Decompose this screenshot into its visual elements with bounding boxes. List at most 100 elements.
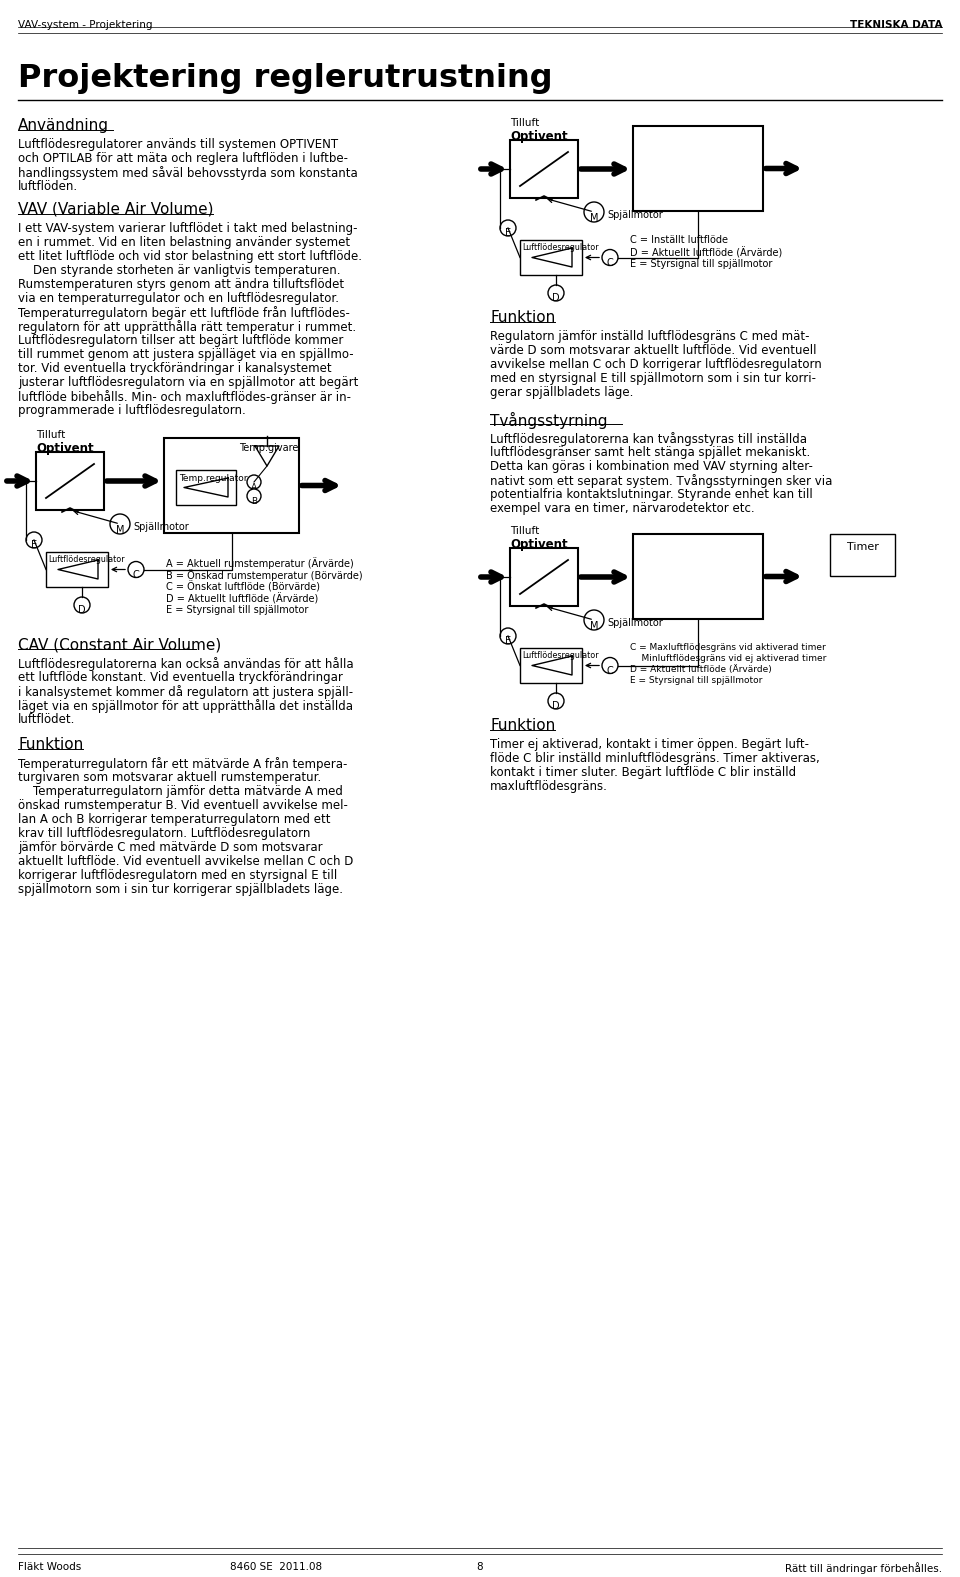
Text: tor. Vid eventuella tryckförändringar i kanalsystemet: tor. Vid eventuella tryckförändringar i …: [18, 363, 331, 375]
Circle shape: [500, 628, 516, 643]
Text: Funktion: Funktion: [490, 311, 555, 325]
Text: handlingssystem med såväl behovsstyrda som konstanta: handlingssystem med såväl behovsstyrda s…: [18, 166, 358, 180]
Circle shape: [584, 202, 604, 222]
Text: regulatorn för att upprätthålla rätt temperatur i rummet.: regulatorn för att upprätthålla rätt tem…: [18, 320, 356, 334]
Text: M: M: [116, 525, 124, 535]
Text: D = Aktuellt luftflöde (Ärvärde): D = Aktuellt luftflöde (Ärvärde): [166, 593, 319, 604]
Circle shape: [74, 598, 90, 613]
Text: Användning: Användning: [18, 118, 109, 132]
Text: jämför börvärde C med mätvärde D som motsvarar: jämför börvärde C med mätvärde D som mot…: [18, 841, 323, 855]
Circle shape: [548, 692, 564, 710]
Bar: [830, 535, 895, 576]
Text: luftflödesgränser samt helt stänga spjället mekaniskt.: luftflödesgränser samt helt stänga spjäl…: [490, 446, 810, 459]
Text: gerar spjällbladets läge.: gerar spjällbladets läge.: [490, 386, 634, 399]
Text: Den styrande storheten är vanligtvis temperaturen.: Den styrande storheten är vanligtvis tem…: [18, 263, 341, 278]
Text: via en temperaturregulator och en luftflödesregulator.: via en temperaturregulator och en luftfl…: [18, 292, 339, 304]
Bar: [510, 547, 578, 606]
Circle shape: [602, 249, 618, 265]
Text: C: C: [132, 569, 139, 579]
Bar: [633, 535, 763, 620]
Text: aktuellt luftflöde. Vid eventuell avvikelse mellan C och D: aktuellt luftflöde. Vid eventuell avvike…: [18, 855, 353, 867]
Text: Luftflödesregulator: Luftflödesregulator: [48, 555, 125, 565]
Text: Luftflödesregulatorerna kan tvångsstyras till inställda: Luftflödesregulatorerna kan tvångsstyras…: [490, 432, 807, 446]
Text: Optivent: Optivent: [510, 538, 567, 550]
Text: M: M: [589, 621, 598, 631]
Text: VAV (Variable Air Volume): VAV (Variable Air Volume): [18, 202, 213, 218]
Text: kontakt i timer sluter. Begärt luftflöde C blir inställd: kontakt i timer sluter. Begärt luftflöde…: [490, 766, 796, 779]
Text: luftflöde bibehålls. Min- och maxluftflödes-gränser är in-: luftflöde bibehålls. Min- och maxluftflö…: [18, 390, 351, 404]
Text: Tilluft: Tilluft: [510, 118, 540, 128]
Text: B: B: [251, 497, 257, 506]
Circle shape: [602, 658, 618, 673]
Text: VAV-system - Projektering: VAV-system - Projektering: [18, 21, 153, 30]
Circle shape: [128, 561, 144, 577]
Text: C = Inställt luftflöde: C = Inställt luftflöde: [630, 235, 728, 244]
Text: Rumstemperaturen styrs genom att ändra tilluftsflödet: Rumstemperaturen styrs genom att ändra t…: [18, 278, 344, 292]
Text: Optivent: Optivent: [36, 442, 94, 456]
Text: en i rummet. Vid en liten belastning använder systemet: en i rummet. Vid en liten belastning anv…: [18, 237, 350, 249]
Text: Fläkt Woods: Fläkt Woods: [18, 1561, 82, 1572]
Text: D = Aktuellt luftflöde (Ärvärde): D = Aktuellt luftflöde (Ärvärde): [630, 665, 772, 673]
Text: Funktion: Funktion: [490, 718, 555, 733]
Text: Spjällmotor: Spjällmotor: [133, 522, 189, 531]
Text: Regulatorn jämför inställd luftflödesgräns C med mät-: Regulatorn jämför inställd luftflödesgrä…: [490, 330, 809, 344]
Text: i kanalsystemet kommer då regulatorn att justera spjäll-: i kanalsystemet kommer då regulatorn att…: [18, 684, 353, 699]
Text: värde D som motsvarar aktuellt luftflöde. Vid eventuell: värde D som motsvarar aktuellt luftflöde…: [490, 344, 817, 356]
Text: programmerade i luftflödesregulatorn.: programmerade i luftflödesregulatorn.: [18, 404, 246, 416]
Text: maxluftflödesgräns.: maxluftflödesgräns.: [490, 781, 608, 793]
Text: E: E: [505, 636, 511, 647]
Circle shape: [110, 514, 130, 535]
Text: Spjällmotor: Spjällmotor: [607, 210, 662, 221]
Text: exempel vara en timer, närvarodetektor etc.: exempel vara en timer, närvarodetektor e…: [490, 501, 755, 516]
Text: turgivaren som motsvarar aktuell rumstemperatur.: turgivaren som motsvarar aktuell rumstem…: [18, 771, 322, 784]
Bar: [36, 453, 104, 509]
Text: justerar luftflödesregulatorn via en spjällmotor att begärt: justerar luftflödesregulatorn via en spj…: [18, 375, 358, 390]
Text: Luftflödesregulatorer används till systemen OPTIVENT: Luftflödesregulatorer används till syste…: [18, 139, 338, 151]
Text: E: E: [31, 539, 37, 550]
Text: Luftflödesregulatorerna kan också användas för att hålla: Luftflödesregulatorerna kan också använd…: [18, 658, 353, 670]
Text: lan A och B korrigerar temperaturregulatorn med ett: lan A och B korrigerar temperaturregulat…: [18, 814, 330, 826]
Text: D: D: [552, 293, 560, 303]
Text: med en styrsignal E till spjällmotorn som i sin tur korri-: med en styrsignal E till spjällmotorn so…: [490, 372, 816, 385]
Text: luftflöden.: luftflöden.: [18, 180, 78, 192]
Circle shape: [500, 221, 516, 237]
Text: D: D: [552, 702, 560, 711]
Text: C: C: [607, 665, 613, 675]
Circle shape: [584, 610, 604, 629]
Text: E = Styrsignal till spjällmotor: E = Styrsignal till spjällmotor: [630, 259, 773, 270]
Text: Temperaturregulatorn jämför detta mätvärde A med: Temperaturregulatorn jämför detta mätvär…: [18, 785, 343, 798]
Circle shape: [247, 489, 261, 503]
Text: Rätt till ändringar förbehålles.: Rätt till ändringar förbehålles.: [785, 1561, 942, 1574]
Text: Luftflödesregulator: Luftflödesregulator: [522, 651, 599, 661]
Text: A = Aktuell rumstemperatur (Ärvärde): A = Aktuell rumstemperatur (Ärvärde): [166, 557, 353, 569]
Text: flöde C blir inställd minluftflödesgräns. Timer aktiveras,: flöde C blir inställd minluftflödesgräns…: [490, 752, 820, 765]
Bar: [46, 552, 108, 587]
Text: Spjällmotor: Spjällmotor: [607, 618, 662, 628]
Text: Luftflödesregulator: Luftflödesregulator: [522, 243, 599, 252]
Text: Tvångsstyrning: Tvångsstyrning: [490, 412, 608, 429]
Text: avvikelse mellan C och D korrigerar luftflödesregulatorn: avvikelse mellan C och D korrigerar luft…: [490, 358, 822, 371]
Text: D = Aktuellt luftflöde (Ärvärde): D = Aktuellt luftflöde (Ärvärde): [630, 248, 782, 259]
Text: E: E: [505, 229, 511, 238]
Text: korrigerar luftflödesregulatorn med en styrsignal E till: korrigerar luftflödesregulatorn med en s…: [18, 869, 337, 882]
Bar: [520, 240, 582, 274]
Text: nativt som ett separat system. Tvångsstyrningen sker via: nativt som ett separat system. Tvångssty…: [490, 475, 832, 487]
Text: M: M: [589, 213, 598, 222]
Text: E = Styrsignal till spjällmotor: E = Styrsignal till spjällmotor: [166, 606, 308, 615]
Text: Detta kan göras i kombination med VAV styrning alter-: Detta kan göras i kombination med VAV st…: [490, 460, 813, 473]
Text: Funktion: Funktion: [18, 736, 84, 752]
Text: C = Maxluftflödesgräns vid aktiverad timer: C = Maxluftflödesgräns vid aktiverad tim…: [630, 643, 826, 651]
Text: Projektering reglerutrustning: Projektering reglerutrustning: [18, 63, 553, 95]
Text: Temperaturregulatorn får ett mätvärde A från tempera-: Temperaturregulatorn får ett mätvärde A …: [18, 757, 348, 771]
Text: B = Önskad rumstemperatur (Börvärde): B = Önskad rumstemperatur (Börvärde): [166, 569, 363, 580]
Text: Temp.givare: Temp.givare: [239, 443, 299, 453]
Text: Minluftflödesgräns vid ej aktiverad timer: Minluftflödesgräns vid ej aktiverad time…: [630, 654, 827, 662]
Text: C = Önskat luftflöde (Börvärde): C = Önskat luftflöde (Börvärde): [166, 580, 320, 593]
Circle shape: [26, 531, 42, 547]
Bar: [176, 470, 236, 505]
Text: till rummet genom att justera spjälläget via en spjällmo-: till rummet genom att justera spjälläget…: [18, 349, 353, 361]
Circle shape: [548, 285, 564, 301]
Text: luftflödet.: luftflödet.: [18, 713, 76, 725]
Text: 8: 8: [477, 1561, 483, 1572]
Text: Temp.regulator: Temp.regulator: [179, 475, 248, 483]
